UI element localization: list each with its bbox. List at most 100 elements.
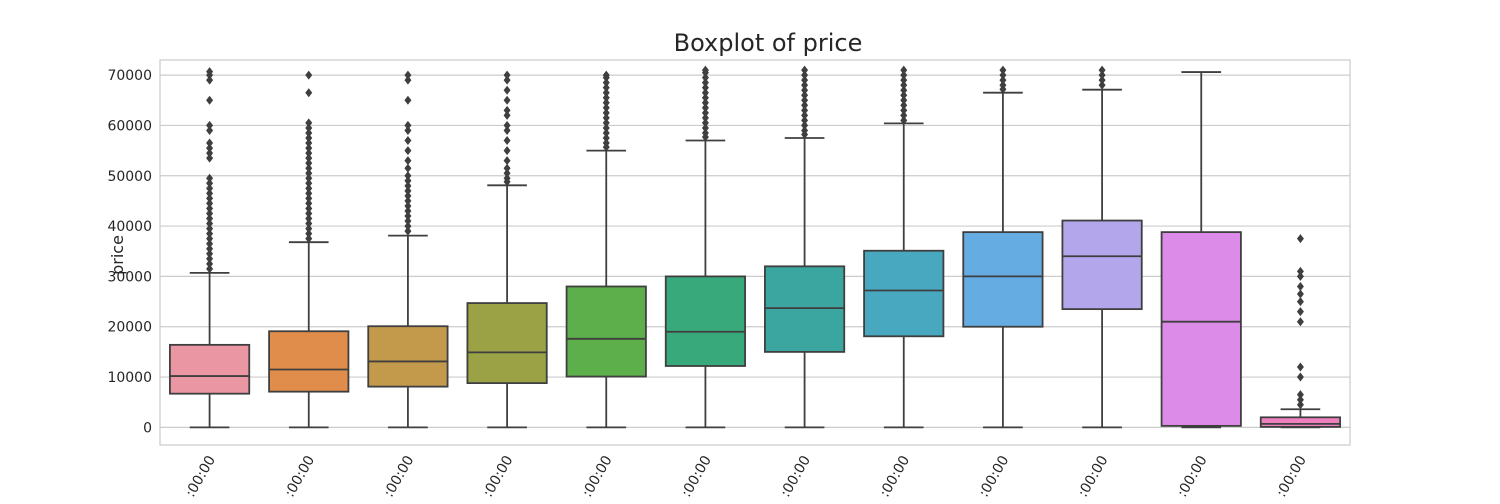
flier-point — [404, 186, 412, 196]
flier-point — [602, 88, 610, 98]
flier-point — [602, 83, 610, 93]
flier-point — [305, 203, 313, 213]
box-group — [664, 65, 746, 429]
flier-point — [1098, 80, 1106, 90]
flier-point — [305, 148, 313, 158]
flier-point — [503, 163, 511, 173]
flier-point — [305, 173, 313, 183]
flier-point — [305, 118, 313, 128]
flier-point — [1098, 75, 1106, 85]
flier-point — [999, 65, 1007, 75]
flier-point — [701, 128, 709, 138]
flier-point — [404, 206, 412, 216]
flier-point — [503, 146, 511, 156]
box-iqr — [466, 302, 548, 384]
flier-point — [404, 196, 412, 206]
flier-point — [602, 70, 610, 80]
flier-point — [206, 198, 214, 208]
flier-point — [1296, 317, 1304, 327]
y-tick-label: 70000 — [107, 68, 152, 84]
flier-point — [1296, 395, 1304, 405]
flier-point — [503, 95, 511, 105]
flier-point — [404, 211, 412, 221]
flier-point — [602, 103, 610, 113]
flier-point — [206, 224, 214, 234]
flier-point — [206, 234, 214, 244]
y-tick-label: 60000 — [107, 118, 152, 134]
flier-point — [900, 85, 908, 95]
box-iqr — [863, 249, 945, 338]
flier-point — [900, 105, 908, 115]
flier-point — [503, 105, 511, 115]
flier-point — [404, 216, 412, 226]
flier-point — [305, 193, 313, 203]
flier-point — [801, 85, 809, 95]
flier-point — [1098, 70, 1106, 80]
flier-point — [206, 214, 214, 224]
box-iqr — [1061, 219, 1143, 311]
flier-point — [1296, 289, 1304, 299]
flier-point — [305, 123, 313, 133]
flier-point — [701, 88, 709, 98]
flier-point — [206, 67, 214, 77]
flier-point — [404, 120, 412, 130]
box-group — [962, 65, 1044, 429]
box-group — [863, 65, 945, 429]
flier-point — [602, 108, 610, 118]
flier-point — [305, 168, 313, 178]
x-tick-label: :00:00 — [480, 453, 516, 500]
flier-point — [701, 113, 709, 123]
flier-point — [206, 148, 214, 158]
flier-point — [801, 100, 809, 110]
x-tick-label: :00:00 — [381, 453, 417, 500]
flier-point — [801, 70, 809, 80]
flier-point — [503, 173, 511, 183]
box-group — [268, 70, 350, 429]
flier-point — [404, 70, 412, 80]
flier-point — [801, 110, 809, 120]
flier-point — [305, 138, 313, 148]
box-group — [1160, 71, 1242, 429]
box-iqr — [169, 343, 251, 395]
flier-point — [305, 163, 313, 173]
flier-point — [305, 214, 313, 224]
box-iqr — [764, 265, 846, 353]
flier-point — [404, 201, 412, 211]
flier-point — [404, 75, 412, 85]
flier-point — [206, 259, 214, 269]
x-tick-label: :00:00 — [877, 453, 913, 500]
flier-point — [305, 224, 313, 234]
y-tick-label: 10000 — [107, 370, 152, 386]
flier-point — [404, 181, 412, 191]
flier-point — [404, 146, 412, 156]
flier-point — [206, 173, 214, 183]
flier-point — [1098, 65, 1106, 75]
x-tick-label: :00:00 — [1075, 453, 1111, 500]
box-group — [1259, 234, 1341, 429]
flier-point — [1296, 372, 1304, 382]
flier-point — [900, 100, 908, 110]
flier-point — [602, 128, 610, 138]
flier-point — [602, 123, 610, 133]
flier-point — [1296, 400, 1304, 410]
flier-point — [305, 158, 313, 168]
flier-point — [305, 153, 313, 163]
flier-point — [206, 120, 214, 130]
flier-point — [503, 70, 511, 80]
flier-point — [404, 221, 412, 231]
flier-point — [1296, 390, 1304, 400]
flier-point — [1296, 362, 1304, 372]
flier-point — [503, 110, 511, 120]
box-iqr — [664, 275, 746, 367]
box-iqr — [367, 325, 449, 388]
flier-point — [404, 156, 412, 166]
flier-point — [404, 226, 412, 236]
flier-point — [305, 188, 313, 198]
flier-point — [206, 125, 214, 135]
plot-area-frame — [159, 59, 1351, 446]
flier-point — [404, 191, 412, 201]
flier-point — [503, 136, 511, 146]
y-tick-label: 50000 — [107, 169, 152, 185]
box-group — [565, 70, 647, 429]
flier-point — [305, 143, 313, 153]
